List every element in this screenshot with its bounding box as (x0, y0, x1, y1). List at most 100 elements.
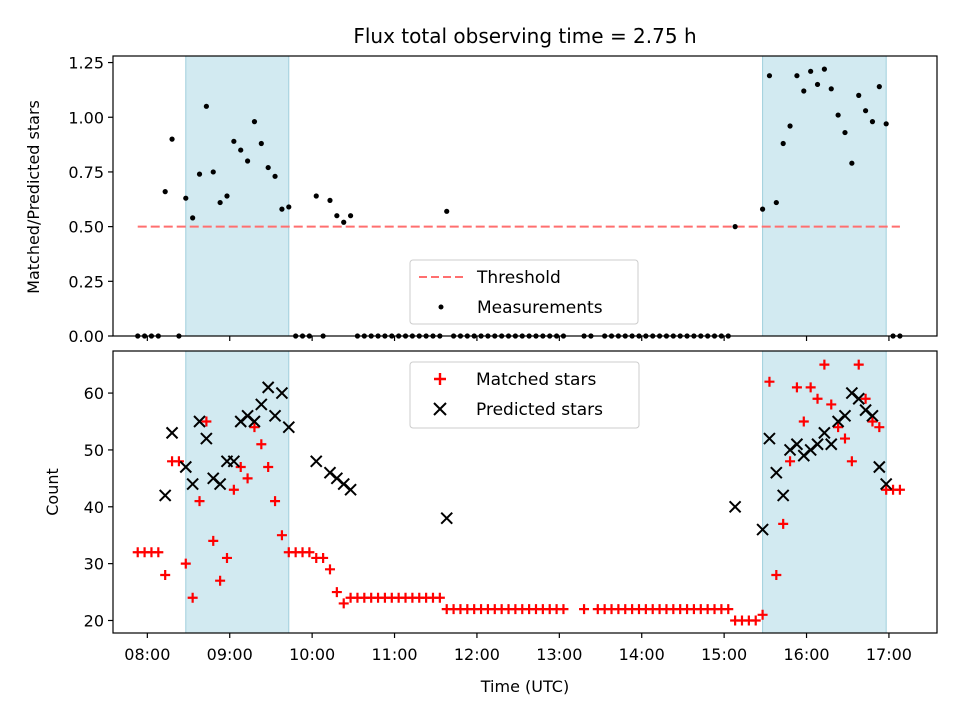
matched-star-point (221, 552, 232, 563)
matched-star-point (791, 382, 802, 393)
measurement-point (341, 219, 347, 225)
y-tick-label: 1.25 (68, 54, 104, 73)
measurement-point (224, 193, 230, 199)
measurement-point (334, 213, 340, 219)
legend-box (409, 361, 640, 429)
matched-star-point (153, 547, 164, 558)
predicted-star-point (227, 455, 241, 468)
legend-measurements-swatch (438, 304, 444, 310)
bottom-x-ticks: 08:00 09:00 10:00 11:00 12:00 13:00 14:00 15:00… (124, 633, 912, 664)
measurement-point (203, 103, 209, 109)
y-tick-label: 20 (84, 611, 104, 630)
predicted-star-point (825, 438, 838, 451)
measurement-point (183, 195, 189, 201)
measurement-point (794, 73, 800, 79)
measurement-point (862, 108, 869, 114)
measurement-point (265, 164, 271, 171)
measurement-point (787, 123, 793, 129)
matched-star-point (242, 473, 253, 484)
measurement-point (286, 204, 292, 210)
matched-star-point (833, 422, 844, 433)
matched-star-point (894, 484, 905, 495)
measurement-point (347, 213, 354, 219)
legend-threshold-label: Threshold (476, 268, 561, 288)
measurement-point (856, 92, 862, 98)
y-tick-label: 0.25 (68, 272, 104, 291)
predicted-stars-points (158, 381, 893, 536)
observing-window-span (185, 350, 290, 634)
matched-star-point (771, 570, 782, 581)
matched-star-point (208, 535, 219, 546)
measurement-point (849, 160, 855, 166)
measurement-point (231, 138, 237, 144)
bottom-axes-frame (112, 350, 938, 634)
x-tick-label: 10:00 (289, 645, 335, 664)
x-tick-label: 08:00 (124, 645, 170, 664)
measurement-point (238, 147, 244, 153)
measurement-point (780, 140, 786, 147)
matched-star-point (235, 461, 246, 472)
bottom-panel: 20 30 40 50 60 08:00 09:00 10:00 11:00 12:00 13:0… (43, 350, 938, 696)
top-x-ticks (146, 336, 890, 341)
measurement-point (759, 206, 766, 212)
top-axes-frame (112, 55, 938, 337)
measurement-point (210, 169, 216, 175)
measurement-point (821, 66, 827, 72)
measurement-point (162, 189, 168, 195)
legend-matched-swatch (434, 373, 446, 385)
predicted-star-point (811, 438, 824, 451)
matched-star-point (256, 439, 267, 450)
matched-star-point (819, 359, 830, 370)
matched-star-point (338, 598, 349, 609)
matched-star-point (750, 615, 761, 626)
matched-star-point (160, 570, 171, 581)
matched-star-point (812, 393, 823, 404)
predicted-star-point (193, 415, 206, 428)
y-tick-label: 0.75 (68, 163, 104, 182)
measurement-point (766, 73, 773, 79)
y-tick-label: 30 (84, 555, 104, 574)
predicted-star-point (790, 438, 804, 451)
measurement-point (814, 81, 821, 88)
observing-window-span (762, 55, 887, 337)
top-legend: Threshold Measurements (409, 259, 639, 325)
matched-star-point (723, 604, 734, 615)
top-y-ticks: 0.00 0.25 0.50 0.75 1.00 1.25 (68, 54, 113, 346)
x-axis-label: Time (UTC) (480, 677, 569, 696)
measurement-point (190, 215, 196, 221)
measurement-point (279, 206, 285, 212)
matched-star-point (180, 558, 191, 569)
top-y-axis-label: Matched/Predicted stars (24, 100, 43, 294)
matched-star-point (201, 416, 212, 427)
predicted-star-point (310, 455, 323, 468)
legend-measurements-label: Measurements (477, 298, 603, 318)
matched-star-point (276, 530, 287, 541)
predicted-star-point (282, 420, 295, 434)
predicted-star-point (818, 426, 831, 440)
matched-star-point (249, 422, 260, 433)
top-panel: Flux total observing time = 2.75 h 0.000… (24, 24, 938, 346)
predicted-star-point (200, 432, 213, 445)
x-tick-label: 14:00 (619, 645, 665, 664)
predicted-star-point (873, 460, 886, 474)
measurement-point (217, 199, 223, 206)
matched-star-point (579, 604, 590, 615)
measurement-point (801, 88, 807, 94)
legend-matched-label: Matched stars (476, 370, 596, 390)
y-tick-label: 50 (84, 441, 104, 460)
predicted-star-point (776, 489, 790, 502)
matched-star-point (853, 359, 864, 370)
y-tick-label: 0.00 (68, 327, 104, 346)
matched-star-point (173, 456, 184, 467)
predicted-star-point (763, 432, 776, 445)
measurement-point (828, 86, 834, 92)
predicted-star-point (268, 409, 282, 423)
matched-star-point (757, 609, 768, 620)
predicted-star-point (275, 386, 289, 400)
measurement-point (196, 171, 203, 177)
matched-star-point (839, 433, 850, 444)
matched-star-point (826, 399, 837, 410)
matched-star-point (764, 376, 775, 387)
x-tick-label: 17:00 (866, 645, 912, 664)
